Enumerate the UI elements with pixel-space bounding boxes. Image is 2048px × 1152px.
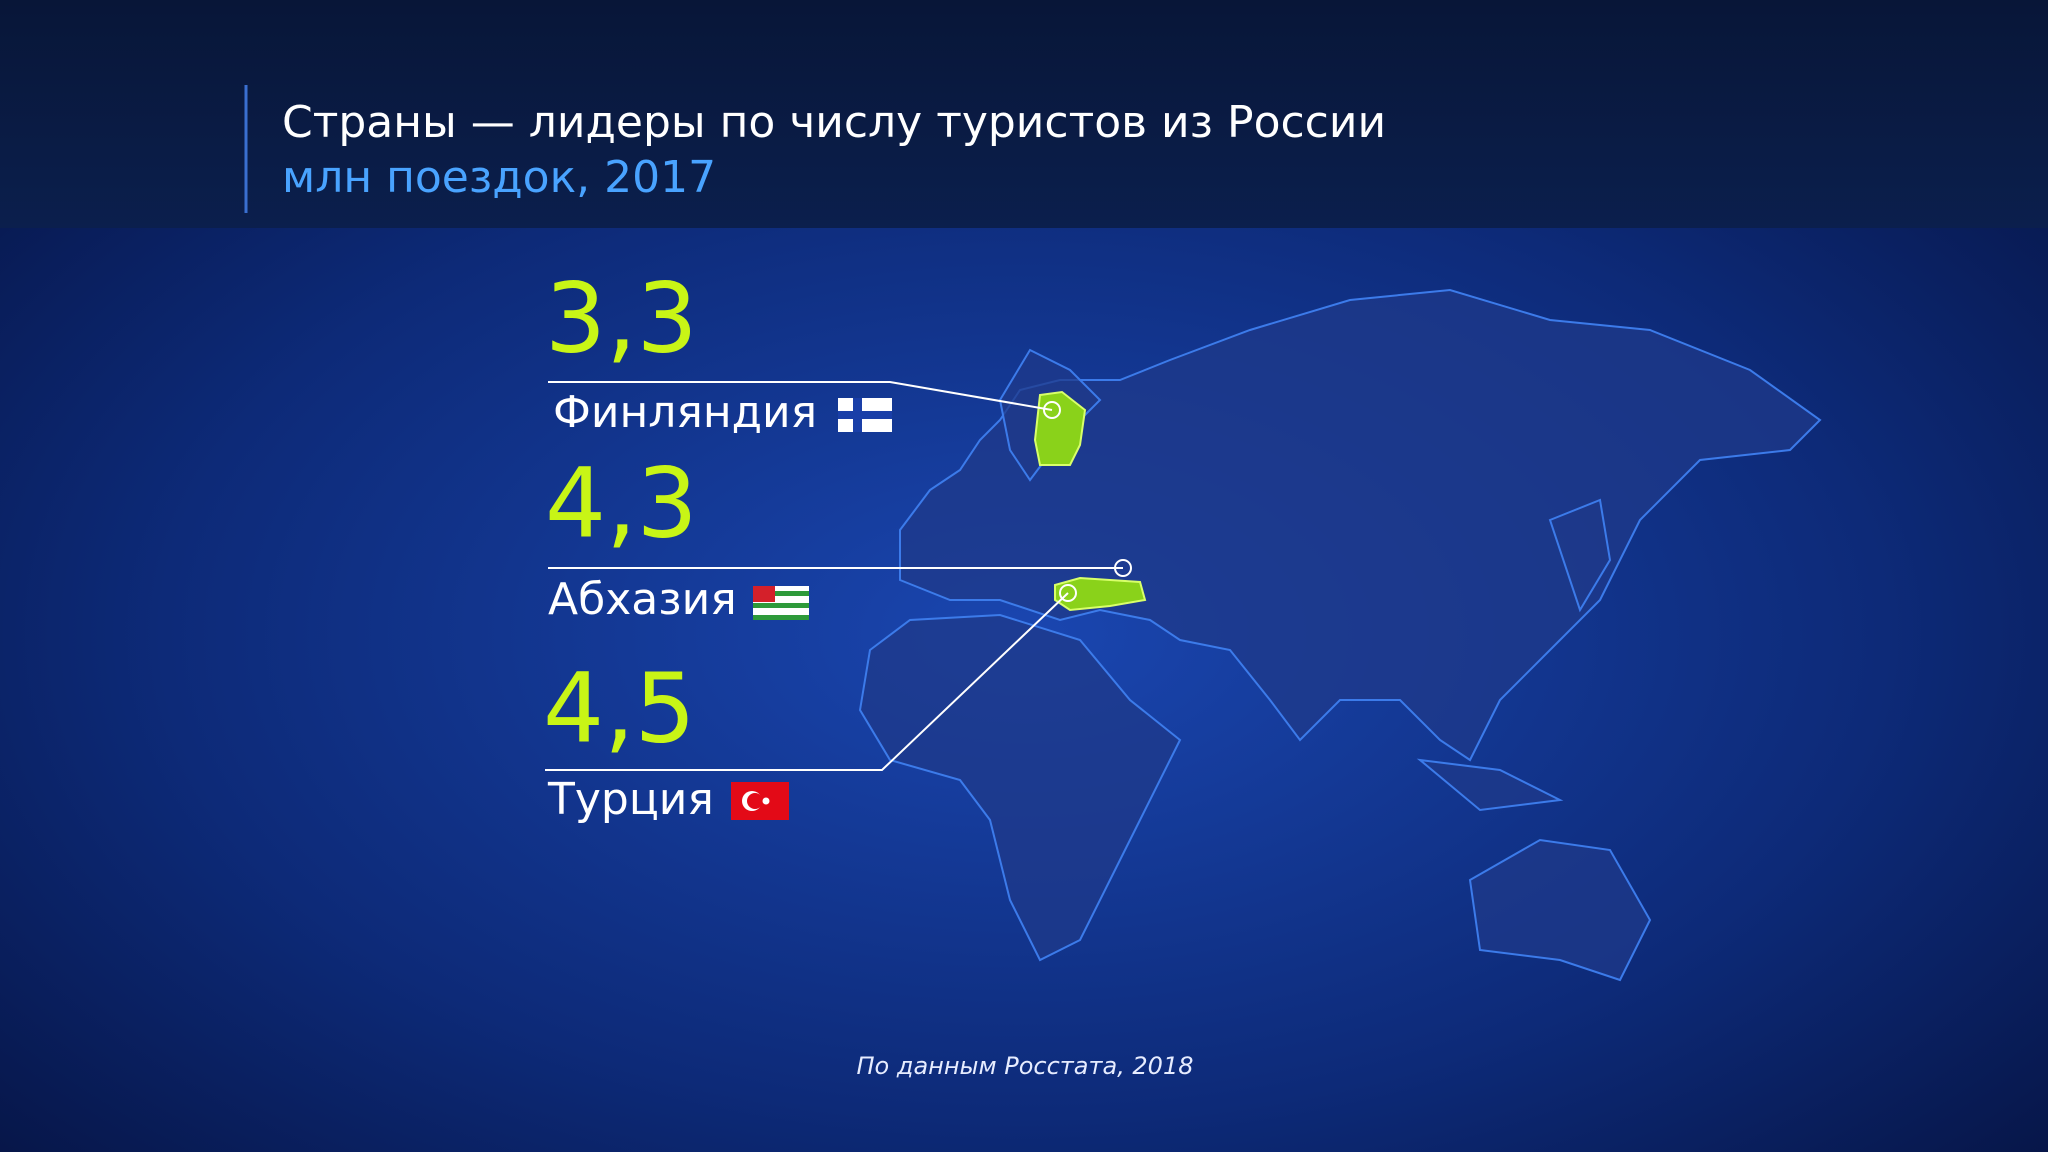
flag-abkhazia: [753, 586, 809, 620]
country-name: Турция: [547, 774, 714, 825]
world-map: [858, 288, 1822, 982]
point: [1043, 401, 1061, 419]
value: 3,3: [545, 262, 698, 374]
source-note: По данным Росстата, 2018: [857, 1052, 1194, 1080]
title: Страны — лидеры по числу туристов из Рос…: [282, 97, 1386, 148]
leader-lines: [545, 381, 1132, 771]
value: 4,3: [545, 447, 698, 559]
islands: [1416, 498, 1612, 812]
header-band: [0, 0, 2048, 228]
africa: [858, 613, 1182, 962]
flag-finland: [838, 398, 892, 432]
point: [1059, 584, 1077, 602]
country-name: Финляндия: [553, 387, 817, 438]
point: [1114, 559, 1132, 577]
value: 4,5: [543, 652, 696, 764]
australia: [1468, 838, 1652, 982]
flag-turkey: [731, 782, 789, 820]
finland-highlight: [1033, 390, 1087, 466]
subtitle: млн поездок, 2017: [282, 152, 716, 203]
turkey-highlight: [1054, 576, 1147, 612]
leader-line: [545, 592, 1069, 771]
leader-line: [548, 381, 1053, 411]
country-name: Абхазия: [548, 574, 737, 625]
